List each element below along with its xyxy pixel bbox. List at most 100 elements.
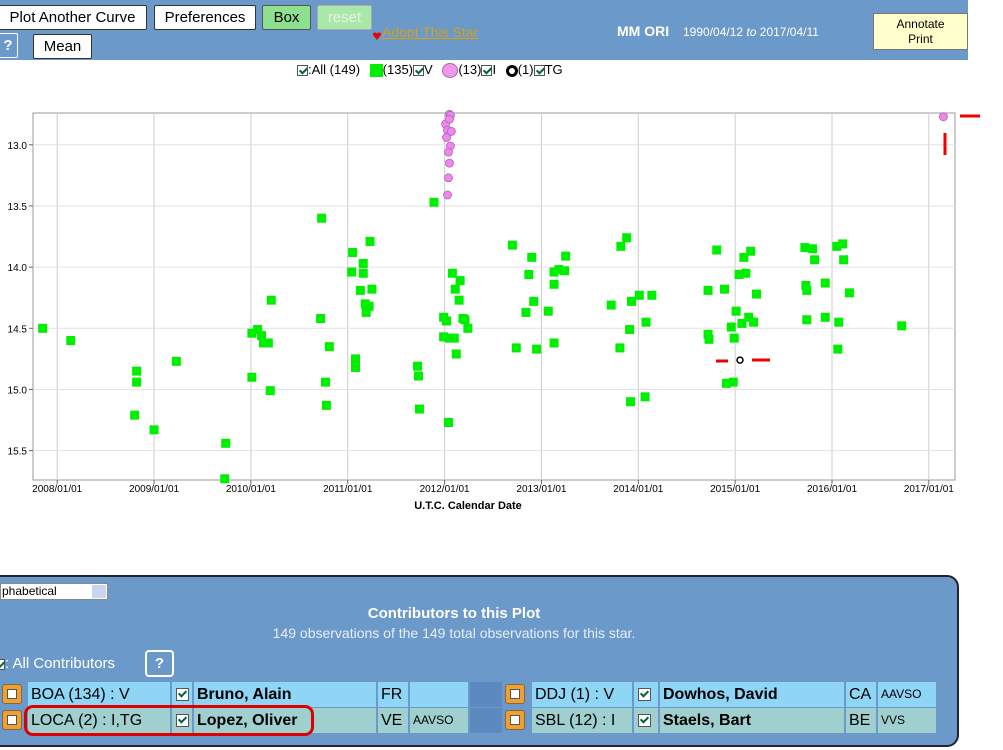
heart-svg <box>372 32 382 40</box>
country: FR <box>378 682 408 707</box>
data-point <box>606 300 616 310</box>
annotate-button[interactable]: Annotate Print <box>873 13 968 50</box>
start-date: 1990/04/12 <box>683 25 744 39</box>
observer-code: BOA (134) : V <box>28 682 170 707</box>
sort-select[interactable]: phabetical <box>0 583 108 600</box>
data-point <box>367 284 377 294</box>
y-tick-label: 14.0 <box>8 263 28 274</box>
data-point <box>317 213 327 223</box>
checkbox[interactable] <box>176 688 189 702</box>
x-tick-label: 2009/01/01 <box>129 484 179 495</box>
y-tick-label: 15.0 <box>8 385 28 396</box>
checkbox[interactable] <box>0 658 5 670</box>
legend-swatch <box>505 64 518 77</box>
x-tick-label: 2017/01/01 <box>904 484 954 495</box>
data-point <box>703 329 713 339</box>
checkbox[interactable] <box>481 65 493 77</box>
data-point <box>347 267 357 277</box>
print-label: Print <box>908 32 933 46</box>
data-point <box>320 377 330 387</box>
x-tick-label: 2012/01/01 <box>420 484 470 495</box>
data-point <box>746 246 756 256</box>
data-point <box>647 290 657 300</box>
x-tick-label: 2010/01/01 <box>226 484 276 495</box>
checkbox[interactable] <box>2 710 22 730</box>
data-point <box>749 317 759 327</box>
data-point <box>549 267 559 277</box>
data-point <box>358 268 368 278</box>
separator <box>470 682 502 707</box>
data-point <box>622 233 632 243</box>
data-point <box>820 278 830 288</box>
data-point <box>361 307 371 317</box>
data-point <box>721 378 731 388</box>
data-point <box>554 265 564 275</box>
data-point <box>561 251 571 261</box>
mean-button[interactable]: Mean <box>33 34 92 59</box>
all-contributors: : All Contributors <box>0 655 115 672</box>
data-point <box>625 325 635 335</box>
all-contributors-label: : All Contributors <box>5 655 116 672</box>
separator <box>470 708 502 733</box>
data-point <box>442 316 452 326</box>
checkbox[interactable] <box>638 688 651 702</box>
organization <box>410 682 468 707</box>
legend-swatch <box>442 63 459 79</box>
data-point <box>529 296 539 306</box>
data-point <box>348 247 358 257</box>
data-point <box>149 425 159 435</box>
button[interactable]: Plot Another Curve <box>0 5 147 30</box>
button[interactable]: reset <box>317 5 372 30</box>
data-point <box>838 239 848 249</box>
data-point <box>833 344 843 354</box>
help-button[interactable]: ? <box>145 650 174 677</box>
data-point <box>728 377 738 387</box>
dropdown-arrow <box>92 585 106 598</box>
observer-code: DDJ (1) : V <box>532 682 632 707</box>
y-tick-label: 13.5 <box>8 202 28 213</box>
star-name: MM ORI <box>617 23 670 39</box>
legend: :All (149) (135) V (13) I (1) TG <box>297 62 563 79</box>
organization: VVS <box>878 708 936 733</box>
checkbox[interactable] <box>505 684 525 704</box>
help-button[interactable]: ? <box>0 33 18 58</box>
checkbox[interactable] <box>505 710 525 730</box>
checkbox[interactable] <box>413 65 425 77</box>
country: VE <box>378 708 408 733</box>
observer-name: Lopez, Oliver <box>194 708 376 733</box>
x-tick-label: 2013/01/01 <box>516 484 566 495</box>
data-point <box>744 312 754 322</box>
observer-code: SBL (12) : I <box>532 708 632 733</box>
checkbox[interactable] <box>533 65 545 77</box>
data-point <box>527 252 537 262</box>
data-point <box>834 317 844 327</box>
country: BE <box>846 708 876 733</box>
data-point <box>810 255 820 265</box>
data-point <box>444 147 453 157</box>
data-point <box>712 245 722 255</box>
checkbox-cell <box>634 708 658 733</box>
data-point <box>266 295 276 305</box>
checkbox[interactable] <box>297 65 308 77</box>
button[interactable]: Preferences <box>154 5 256 30</box>
checkbox[interactable] <box>176 714 189 728</box>
data-point <box>511 343 521 353</box>
data-point <box>832 241 842 251</box>
data-point <box>445 114 454 124</box>
grid <box>29 113 955 484</box>
button[interactable]: Box <box>262 5 311 30</box>
data-point <box>316 314 326 324</box>
data-point <box>808 244 818 254</box>
data-point <box>443 418 453 428</box>
contributors-subtitle: 149 observations of the 149 total observ… <box>272 625 636 641</box>
data-point <box>321 400 331 410</box>
data-point <box>641 317 651 327</box>
data-point <box>820 312 830 322</box>
checkbox[interactable] <box>2 684 22 704</box>
data-point <box>615 343 625 353</box>
checkbox[interactable] <box>638 714 651 728</box>
checkbox-cell <box>172 682 192 707</box>
adopt-link[interactable]: Adopt This Star <box>382 24 479 40</box>
data-point <box>741 268 751 278</box>
